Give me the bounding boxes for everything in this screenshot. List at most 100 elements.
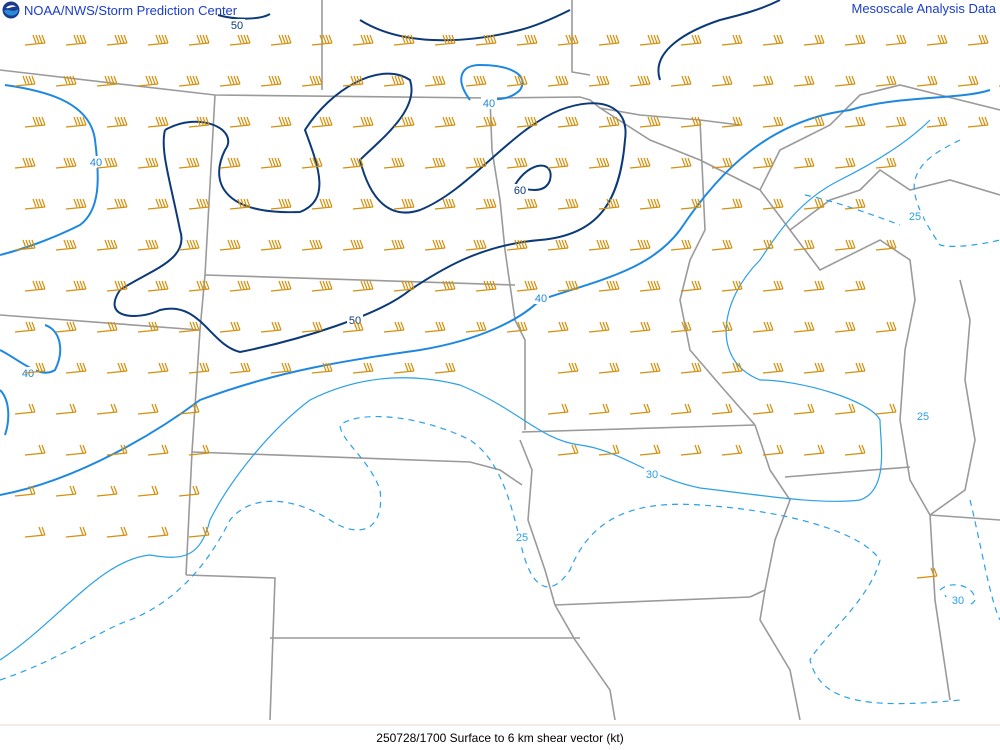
wind-barb-icon <box>147 280 169 292</box>
wind-barb-icon <box>188 526 210 538</box>
wind-barb-icon <box>219 157 241 169</box>
wind-barb-icon <box>270 116 292 128</box>
wind-barb-icon <box>434 34 456 46</box>
wind-barb-icon <box>721 362 743 374</box>
org-title: NOAA/NWS/Storm Prediction Center <box>24 2 238 18</box>
wind-barb-icon <box>547 75 569 87</box>
wind-barb-icon <box>219 239 241 251</box>
wind-barb-icon <box>639 116 661 128</box>
wind-barb-icon <box>301 321 323 333</box>
wind-barb-icon <box>65 444 87 456</box>
wind-barb-icon <box>383 75 405 87</box>
wind-barb-icon <box>55 157 77 169</box>
wind-barb-icon <box>24 34 46 46</box>
wind-barb-icon <box>55 75 77 87</box>
border-top-2 <box>571 0 591 76</box>
wind-barb-icon <box>844 34 866 46</box>
contour-label: 30 <box>952 595 964 607</box>
wind-barb-icon <box>147 362 169 374</box>
wind-barb-icon <box>670 321 692 333</box>
wind-barb-icon <box>629 321 651 333</box>
mn-ia-border <box>521 424 756 433</box>
wind-barb-icon <box>270 280 292 292</box>
wind-barb-icon <box>711 239 733 251</box>
wind-barb-icon <box>834 157 856 169</box>
wind-barb-icon <box>96 403 118 415</box>
wind-barb-icon <box>639 362 661 374</box>
wind-barb-icon <box>106 362 128 374</box>
contour-50-north <box>217 13 271 20</box>
wind-barb-icon <box>106 444 128 456</box>
wind-barb-icon <box>229 362 251 374</box>
wind-barb-icon <box>24 444 46 456</box>
wind-barb-icon <box>475 280 497 292</box>
wind-barb-icon <box>639 444 661 456</box>
wind-barb-icon <box>639 34 661 46</box>
wind-barb-icon <box>137 485 159 497</box>
contour-30 <box>0 119 931 661</box>
wind-barb-icon <box>393 280 415 292</box>
wind-barb-icon <box>803 362 825 374</box>
wind-barb-icon <box>188 198 210 210</box>
wind-barb-icon <box>547 403 569 415</box>
header-left: NOAA/NWS/Storm Prediction Center <box>2 1 237 19</box>
wind-barb-icon <box>260 321 282 333</box>
sd-ne-border <box>191 451 523 486</box>
wind-barb-icon <box>762 198 784 210</box>
wind-barb-icon <box>301 239 323 251</box>
wind-barb-icon <box>147 526 169 538</box>
wind-barb-icon <box>639 198 661 210</box>
wind-barb-icon <box>588 321 610 333</box>
wind-barb-icon <box>24 526 46 538</box>
wind-barb-icon <box>793 321 815 333</box>
wind-barb-icon <box>260 157 282 169</box>
contour-40-mt <box>0 324 62 436</box>
wind-barb-icon <box>106 116 128 128</box>
wind-barb-icon <box>711 75 733 87</box>
wind-barb-icon <box>229 280 251 292</box>
wind-barb-icon <box>342 239 364 251</box>
wind-barb-icon <box>393 34 415 46</box>
wind-barb-icon <box>352 280 374 292</box>
contour-40-west <box>0 84 99 256</box>
ia-west-border <box>519 439 556 606</box>
wind-barb-icon <box>137 403 159 415</box>
wind-barb-icon <box>557 34 579 46</box>
wind-barb-icon <box>926 116 948 128</box>
wind-barb-icon <box>680 34 702 46</box>
wind-barb-icon <box>875 403 897 415</box>
mt-wy-border <box>0 314 201 331</box>
wind-barb-icon <box>885 34 907 46</box>
wind-barb-icon <box>24 362 46 374</box>
wind-barb-icon <box>557 362 579 374</box>
wind-barbs <box>14 34 1000 579</box>
wind-barb-icon <box>424 157 446 169</box>
wind-barb-icon <box>65 198 87 210</box>
wind-barb-icon <box>547 157 569 169</box>
wind-barb-icon <box>14 403 36 415</box>
wind-barb-icon <box>506 239 528 251</box>
wind-barb-icon <box>14 75 36 87</box>
wind-barb-icon <box>957 75 979 87</box>
wind-barb-icon <box>711 157 733 169</box>
wind-barb-icon <box>434 362 456 374</box>
lake-superior <box>599 84 1000 191</box>
wind-barb-icon <box>680 444 702 456</box>
wind-barb-icon <box>506 321 528 333</box>
wind-barb-icon <box>670 239 692 251</box>
wind-barb-icon <box>383 157 405 169</box>
wind-barb-icon <box>629 157 651 169</box>
wind-barb-icon <box>106 198 128 210</box>
wind-barb-icon <box>270 34 292 46</box>
wind-barb-icon <box>752 75 774 87</box>
wind-barb-icon <box>629 403 651 415</box>
wind-barb-icon <box>916 567 938 579</box>
upper-peninsula <box>789 168 1000 231</box>
wind-barb-icon <box>311 280 333 292</box>
contour-label: 40 <box>535 293 547 305</box>
wind-barb-icon <box>967 116 989 128</box>
wind-barb-icon <box>506 75 528 87</box>
wind-barb-icon <box>670 75 692 87</box>
wind-barb-icon <box>711 403 733 415</box>
wind-barb-icon <box>55 239 77 251</box>
